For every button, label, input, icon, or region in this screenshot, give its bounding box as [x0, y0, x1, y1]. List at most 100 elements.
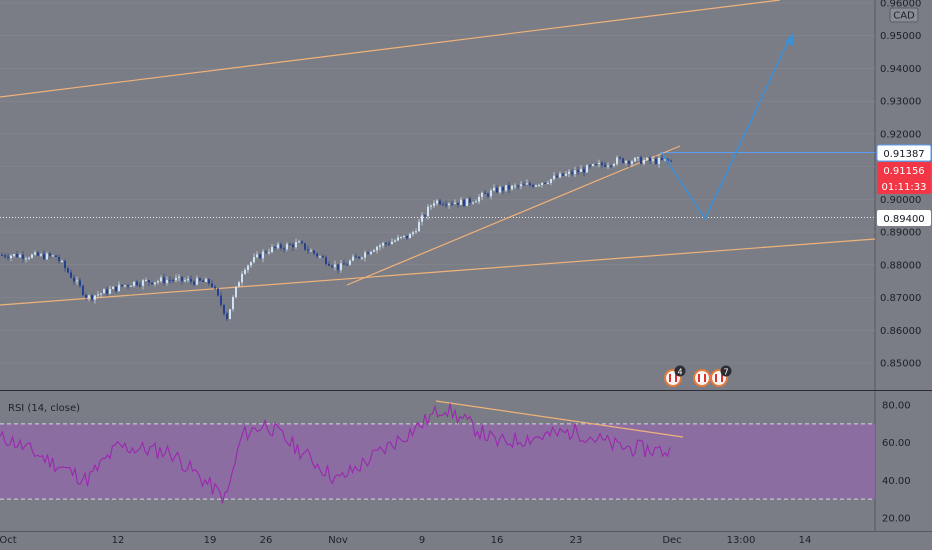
candle-body — [292, 244, 294, 248]
candle-body — [130, 285, 132, 287]
candle-body — [448, 203, 450, 206]
candle-body — [388, 243, 390, 245]
candle-body — [646, 157, 648, 161]
candle-body — [634, 157, 636, 162]
time-axis-label: Oct — [0, 535, 17, 546]
candle-body — [160, 277, 162, 282]
candle-body — [166, 279, 168, 283]
candle-body — [463, 199, 465, 207]
candle-body — [580, 168, 582, 173]
candle-body — [331, 265, 333, 267]
candle-body — [358, 256, 360, 259]
candle-body — [10, 255, 12, 259]
candle-body — [295, 242, 297, 248]
candles[interactable] — [1, 154, 672, 321]
candle-body — [112, 286, 114, 289]
rsi-label[interactable]: RSI (14, close) — [8, 403, 80, 414]
candle-body — [460, 199, 462, 205]
candle-body — [94, 295, 96, 300]
price-pane[interactable] — [0, 0, 875, 390]
candle-body — [475, 201, 477, 203]
rsi-band-fill — [0, 423, 875, 500]
candle-body — [490, 190, 492, 197]
candle-body — [577, 170, 579, 173]
candle-body — [67, 268, 69, 273]
last-price-tag — [877, 162, 931, 178]
candle-body — [355, 256, 357, 258]
candle-body — [310, 250, 312, 252]
candle-body — [550, 179, 552, 183]
candle-body — [133, 281, 135, 286]
time-axis-label: 23 — [570, 535, 583, 546]
event-marker-3[interactable]: 7 — [710, 365, 732, 387]
event-marker-2[interactable] — [693, 369, 711, 387]
candle-body — [400, 236, 402, 238]
candle-body — [7, 256, 9, 259]
candle-body — [175, 277, 177, 281]
candle-body — [280, 244, 282, 249]
candle-body — [265, 251, 267, 253]
time-axis-labels: Oct 12 19 26 Nov 9 16 23 Dec 13:00 14 — [0, 535, 811, 546]
candle-body — [274, 246, 276, 248]
price-tick-label: 0.88000 — [880, 260, 921, 271]
price-tick-label: 0.95000 — [880, 31, 921, 42]
candle-body — [79, 280, 81, 286]
candle-body — [421, 215, 423, 222]
candle-body — [106, 289, 108, 294]
rising-trendline[interactable] — [346, 145, 681, 286]
candle-body — [208, 279, 210, 284]
projection-arrow-icon — [785, 32, 794, 46]
event-marker-1[interactable]: 4 — [664, 365, 686, 387]
lower-channel-trendline[interactable] — [0, 238, 876, 306]
price-axis-panel[interactable] — [875, 0, 932, 531]
candle-body — [511, 185, 513, 190]
candle-body — [508, 185, 510, 190]
candle-body — [202, 280, 204, 282]
candle-body — [472, 202, 474, 204]
projection-path[interactable] — [661, 36, 791, 221]
candle-body — [385, 243, 387, 245]
candle-body — [616, 157, 618, 164]
time-axis-label: 9 — [419, 535, 425, 546]
last-price-value: 0.91156 — [883, 166, 924, 177]
candle-body — [397, 237, 399, 241]
target-price-tag — [876, 144, 932, 162]
candle-body — [544, 182, 546, 184]
candle-body — [187, 279, 189, 281]
upper-channel-trendline[interactable] — [0, 0, 781, 98]
candle-body — [37, 252, 39, 256]
candle-body — [61, 260, 63, 262]
candle-body — [127, 285, 129, 287]
currency-badge-label: CAD — [893, 11, 915, 22]
candle-body — [115, 286, 117, 292]
candle-body — [655, 159, 657, 164]
time-axis-label: 19 — [204, 535, 217, 546]
candle-body — [622, 158, 624, 163]
candle-body — [31, 254, 33, 258]
candle-body — [412, 232, 414, 235]
currency-badge[interactable] — [889, 7, 919, 23]
candle-body — [379, 245, 381, 247]
candle-body — [289, 244, 291, 246]
candle-body — [181, 276, 183, 281]
candle-body — [40, 254, 42, 256]
candle-body — [481, 192, 483, 197]
candle-body — [637, 157, 639, 159]
candle-body — [496, 187, 498, 193]
rsi-tick-label: 20.00 — [882, 514, 911, 525]
candle-body — [109, 288, 111, 294]
candle-body — [238, 282, 240, 287]
candle-body — [514, 185, 516, 187]
candle-body — [82, 285, 84, 296]
candle-body — [364, 252, 366, 258]
rsi-line[interactable] — [0, 403, 671, 504]
candle-body — [55, 255, 57, 257]
candle-body — [13, 254, 15, 256]
rsi-divergence-trendline[interactable] — [435, 400, 684, 438]
price-tick-label: 0.89000 — [880, 228, 921, 239]
candle-body — [415, 231, 417, 233]
target-price-value: 0.91387 — [883, 149, 924, 160]
candle-body — [430, 205, 432, 207]
candle-body — [256, 254, 258, 258]
